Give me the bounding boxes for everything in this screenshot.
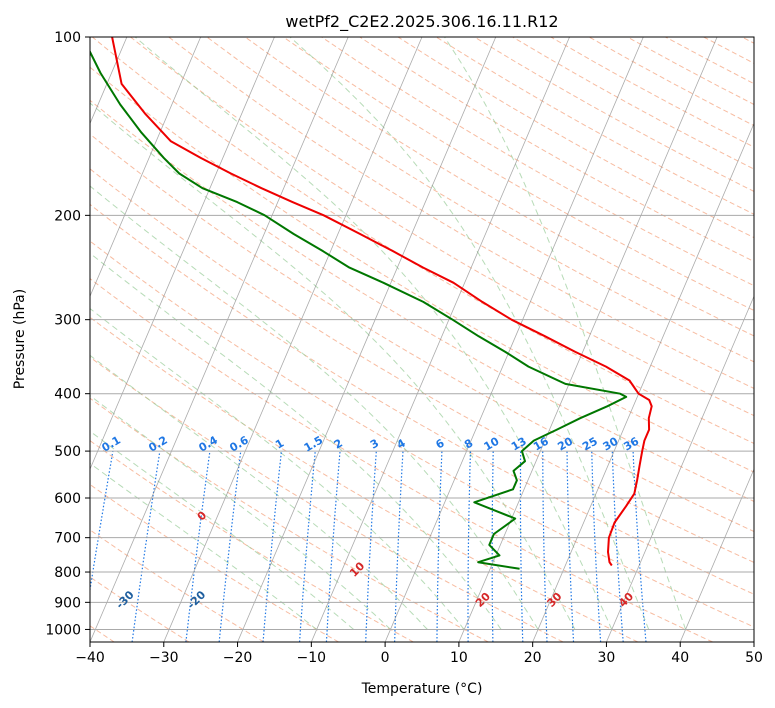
- isotherm-line: [310, 37, 570, 642]
- x-tick-label: −30: [149, 650, 179, 666]
- dry-adiabat-line: [90, 203, 754, 595]
- dry-adiabat-label: -10: [30, 437, 53, 460]
- mixing-ratio-line: [394, 451, 404, 642]
- isotherm-line: [90, 37, 202, 298]
- y-tick-label: 900: [54, 595, 81, 611]
- x-tick-label: −40: [75, 650, 105, 666]
- x-tick-label: 20: [524, 650, 542, 666]
- dry-adiabat-line: [90, 278, 713, 642]
- dry-adiabat-line: [168, 37, 754, 389]
- isotherm-line: [163, 37, 423, 642]
- dewpoint-profile: [90, 49, 628, 570]
- isotherm-line: [237, 37, 497, 642]
- x-tick-label: 30: [598, 650, 616, 666]
- dry-adiabat-line: [283, 37, 754, 312]
- isotherm-line: [384, 37, 644, 642]
- mixing-ratio-line: [566, 451, 575, 642]
- plot-frame: [89, 36, 755, 643]
- isotherm-line: [532, 122, 754, 642]
- dry-adiabat-line: [90, 397, 489, 642]
- x-axis-title: Temperature (°C): [361, 681, 483, 697]
- y-tick-label: 300: [54, 313, 81, 329]
- moist-adiabat-line: [289, 37, 650, 630]
- dry-adiabat-line: [90, 316, 639, 642]
- mixing-ratio-line: [436, 451, 443, 642]
- moist-adiabat-line: [90, 102, 576, 630]
- mixing-ratio-line: [262, 451, 283, 642]
- y-tick-label: 200: [54, 208, 81, 224]
- isotherm-line: [679, 468, 754, 642]
- moist-adiabat-line: [90, 462, 318, 630]
- moist-adiabat-line: [90, 307, 465, 630]
- y-tick-label: 700: [54, 531, 81, 547]
- y-tick-label: 100: [54, 30, 81, 46]
- moist-adiabat-line: [134, 37, 613, 630]
- moist-adiabat-line: [90, 430, 354, 630]
- x-tick-label: −20: [223, 650, 253, 666]
- dry-adiabat-line: [90, 529, 265, 642]
- mixing-ratio-line: [218, 451, 242, 642]
- y-tick-label: 400: [54, 387, 81, 403]
- y-axis-title: Pressure (hPa): [12, 289, 28, 389]
- mixing-ratio-line: [325, 451, 341, 642]
- chart-title: wetPf2_C2E2.2025.306.16.11.R12: [285, 12, 558, 32]
- dry-adiabat-line: [90, 133, 754, 533]
- y-tick-label: 500: [54, 444, 81, 460]
- y-tick-label: 800: [54, 565, 81, 581]
- moist-adiabat-line: [90, 395, 391, 630]
- mixing-ratio-line: [365, 451, 377, 642]
- dry-adiabat-line: [90, 99, 754, 502]
- isotherm-line: [90, 37, 275, 471]
- dry-adiabat-line: [321, 37, 754, 287]
- moist-adiabat-line: [90, 185, 539, 630]
- isotherm-line: [90, 37, 349, 642]
- dry-adiabat-line: [244, 37, 754, 337]
- dry-adiabat-line: [90, 356, 564, 642]
- dry-adiabat-line: [90, 66, 754, 473]
- moist-adiabat-line: [90, 252, 502, 630]
- mixing-ratio-line: [591, 451, 602, 642]
- isotherm-line: [458, 37, 718, 642]
- moist-adiabat-line: [90, 354, 428, 630]
- x-tick-label: 40: [671, 650, 689, 666]
- isotherm-line: [753, 640, 754, 642]
- mixing-ratio-line: [299, 451, 316, 642]
- moist-adiabat-line: [444, 37, 687, 630]
- x-axis-ticks: −40 −30 −20 −10 0 10 20 30 40 50: [75, 642, 763, 666]
- mixing-ratio-line: [542, 451, 548, 642]
- plot-background: [90, 37, 754, 642]
- y-axis-ticks: 100 200 300 400 500 600 700 800 900 1000: [45, 30, 90, 638]
- mixing-ratio-line: [467, 451, 472, 642]
- dry-adiabat-line: [206, 37, 754, 363]
- sounding-profiles: [90, 37, 653, 570]
- x-tick-label: 0: [381, 650, 390, 666]
- mixing-ratio-line: [611, 451, 624, 642]
- mixing-ratio-line: [519, 451, 524, 642]
- temperature-profile: [111, 37, 653, 567]
- dry-adiabat-line: [90, 240, 754, 628]
- y-tick-label: 1000: [45, 622, 81, 638]
- x-tick-label: 50: [745, 650, 763, 666]
- isotherm-line: [606, 295, 754, 642]
- background-lines: [90, 37, 754, 642]
- y-tick-label: 600: [54, 491, 81, 507]
- x-tick-label: −10: [297, 650, 327, 666]
- x-tick-label: 10: [450, 650, 468, 666]
